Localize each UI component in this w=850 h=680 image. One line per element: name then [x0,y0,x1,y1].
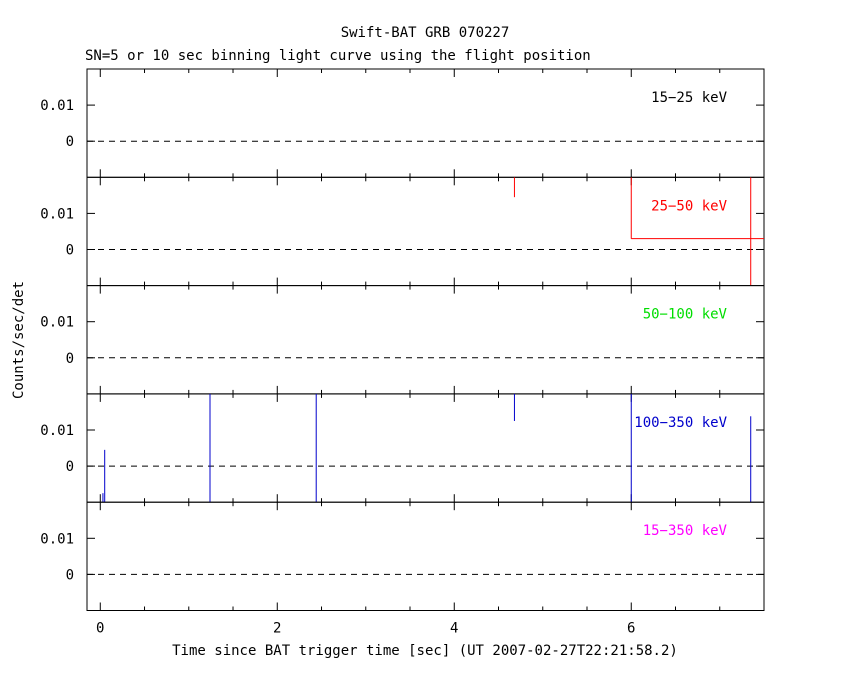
y-tick-label: 0.01 [40,98,74,114]
x-axis-label: Time since BAT trigger time [sec] (UT 20… [172,643,678,659]
band-label: 100−350 keV [634,415,727,431]
y-tick-label: 0 [66,567,74,583]
panel-frame [86,393,765,503]
panel-frame [86,285,765,395]
x-tick-label: 4 [450,621,458,637]
y-tick-label: 0.01 [40,206,74,222]
chart-subtitle: SN=5 or 10 sec binning light curve using… [85,48,591,64]
y-tick-label: 0.01 [40,315,74,331]
y-tick-label: 0 [66,243,74,259]
band-label: 50−100 keV [643,307,728,323]
chart-title: Swift-BAT GRB 070227 [341,25,510,41]
y-tick-label: 0 [66,351,74,367]
x-tick-label: 0 [96,621,104,637]
y-tick-label: 0 [66,134,74,150]
x-tick-label: 2 [273,621,281,637]
panel-frame [86,176,765,287]
panel-2: 0 0.01 25−50 keV [40,176,765,287]
band-label: 15−25 keV [651,90,727,106]
y-axis-label: Counts/sec/det [11,281,27,399]
panel-1: 0 0.01 15−25 keV [40,68,765,178]
band-label: 25−50 keV [651,198,727,214]
panel-4: 0 0.01 100−350 keV [40,393,765,503]
panels-group: 0 0.01 15−25 keV 0 0.01 25−50 keV 0 0.01 50−100 … [40,68,765,637]
panel-5: 0 0.01 15−350 keV 0 2 4 6 [40,501,765,637]
panel-3: 0 0.01 50−100 keV [40,285,765,395]
y-tick-label: 0.01 [40,423,74,439]
panel-frame [86,501,765,612]
x-tick-label: 6 [627,621,635,637]
band-label: 15−350 keV [643,523,728,539]
panel-frame [86,68,765,178]
y-tick-label: 0 [66,459,74,475]
y-tick-label: 0.01 [40,531,74,547]
